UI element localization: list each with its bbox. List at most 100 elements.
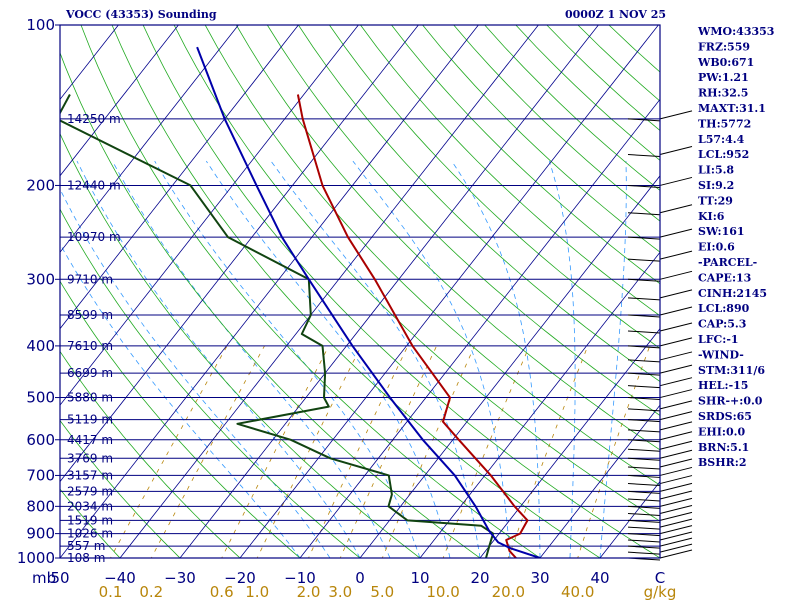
wind-barb: [659, 421, 693, 431]
height-label: 1519 m: [67, 513, 113, 527]
height-label: 6699 m: [67, 366, 113, 380]
mixing-ratio-label: 20.0: [492, 583, 525, 600]
mixing-ratio-label: 0.1: [99, 583, 123, 600]
mixing-ratio-label: 0.2: [139, 583, 163, 600]
dewpoint-trace: [60, 94, 495, 558]
pressure-tick-label: 400: [26, 337, 55, 355]
isotherm-line: [479, 328, 660, 558]
wind-barb: [659, 337, 693, 347]
wind-barb: [659, 537, 693, 547]
wind-barb: [659, 543, 693, 553]
index-line: TH:5772: [698, 117, 751, 130]
wind-barb: [627, 385, 661, 389]
dry-adiabat-line: [60, 419, 181, 558]
wind-barb: [627, 408, 661, 412]
temperature-tick-label: −20: [224, 569, 256, 587]
isotherms: [60, 25, 660, 558]
wind-barb: [627, 526, 661, 530]
isotherm-line: [60, 25, 479, 558]
wind-barb: [627, 545, 661, 549]
dry-adiabat-line: [60, 488, 121, 558]
isotherm-line: [60, 25, 359, 406]
isotherm-line: [539, 404, 660, 558]
mixing-ratio-label: 2.0: [297, 583, 321, 600]
mixing-ratio-label: 3.0: [328, 583, 352, 600]
wind-barb: [627, 236, 661, 240]
index-line: SI:9.2: [698, 179, 734, 192]
moist-adiabat-line: [112, 160, 391, 558]
height-label: 12440 m: [67, 178, 121, 192]
isotherm-line: [60, 25, 299, 330]
wind-barb: [659, 531, 693, 541]
wind-barb: [627, 359, 661, 363]
wind-barb: [627, 154, 661, 158]
wind-barb: [659, 270, 693, 280]
wind-barb: [659, 228, 693, 238]
wind-barb: [659, 389, 693, 399]
wind-barb: [627, 448, 661, 452]
index-line: RH:32.5: [698, 87, 748, 100]
mixing-ratio-label: 10.0: [426, 583, 459, 600]
wind-barb: [627, 397, 661, 401]
dry-adiabat-line: [360, 25, 660, 317]
mixing-ratio-line: [577, 345, 651, 558]
index-line: L57:4.4: [698, 133, 745, 146]
wind-barb: [659, 440, 693, 450]
index-line: SRDS:65: [698, 410, 752, 423]
dry-adiabat-line: [298, 25, 660, 383]
height-label: 10970 m: [67, 230, 121, 244]
pressure-tick-label: 600: [26, 431, 55, 449]
mixing-ratio-line: [110, 345, 228, 558]
dry-adiabat-line: [142, 25, 660, 558]
parcel-trace: [196, 46, 541, 558]
pressure-unit-label: mb: [32, 569, 56, 587]
wind-barb: [659, 431, 693, 441]
temperature-axis-labels: 50 −40 −30 −20 −10 0 10 20 30 40 C: [50, 569, 665, 587]
wind-barb: [659, 449, 693, 459]
isobars: [60, 118, 660, 559]
index-line: PW:1.21: [698, 71, 749, 84]
dry-adiabat-line: [60, 350, 241, 558]
mixing-ratio-label: g/kg: [644, 583, 677, 600]
wind-barb: [659, 466, 693, 476]
height-label: 7610 m: [67, 339, 113, 353]
pressure-tick-label: 1000: [17, 549, 55, 567]
wind-barb: [627, 551, 661, 555]
mixing-ratio-line: [339, 345, 437, 558]
height-label: 4417 m: [67, 433, 113, 447]
pressure-tick-label: 700: [26, 466, 55, 484]
height-label: 1026 m: [67, 527, 113, 541]
index-line: KI:6: [698, 210, 725, 223]
temperature-tick-label: C: [655, 569, 665, 587]
wind-barb: [659, 250, 693, 260]
height-label: 14250 m: [67, 112, 121, 126]
wind-barb: [627, 457, 661, 461]
dry-adiabat-line: [391, 25, 660, 285]
mixing-ratio-line: [507, 345, 589, 558]
wind-barb: [659, 518, 693, 528]
wind-barb: [659, 490, 693, 500]
index-line: -WIND-: [698, 348, 744, 361]
mixing-ratio-label: 40.0: [561, 583, 594, 600]
wind-barb: [659, 525, 693, 535]
dry-adiabat-line: [266, 25, 660, 416]
wind-barb: [627, 539, 661, 543]
height-label: 3157 m: [67, 468, 113, 482]
mixing-ratio-label: 5.0: [370, 583, 394, 600]
wind-barb: [659, 497, 693, 507]
wind-barb: [627, 330, 661, 334]
height-label: 557 m: [67, 539, 105, 553]
index-line: CAP:5.3: [698, 318, 746, 331]
wind-barb: [627, 490, 661, 494]
dry-adiabat-line: [60, 51, 481, 558]
index-line: EHI:0.0: [698, 425, 745, 438]
plot-frame: [59, 24, 661, 559]
height-label: 2034 m: [67, 499, 113, 513]
wind-barb: [659, 511, 693, 521]
isotherm-line: [60, 25, 239, 253]
station-title: VOCC (43353) Sounding: [65, 8, 217, 21]
wind-barb: [627, 419, 661, 423]
dry-adiabat-line: [422, 25, 660, 253]
index-line: EI:0.6: [698, 241, 735, 254]
temperature-tick-label: −30: [164, 569, 196, 587]
